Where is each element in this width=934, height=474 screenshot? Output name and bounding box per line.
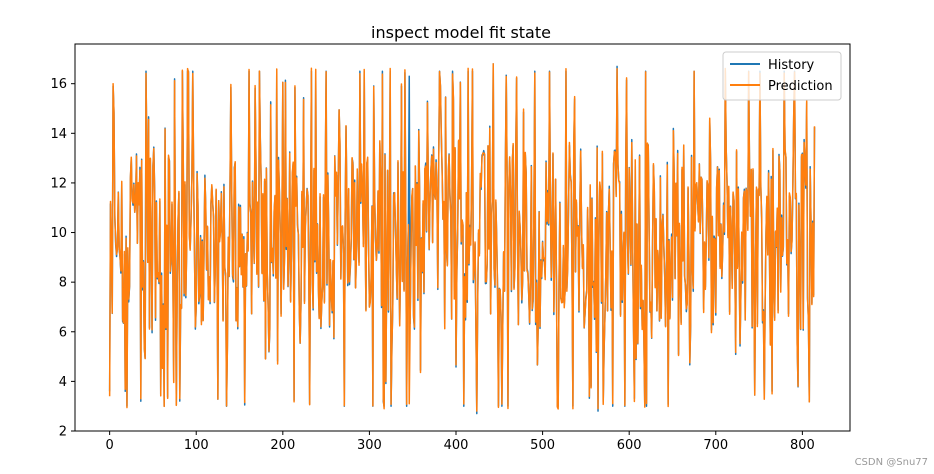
y-tick-label: 6	[59, 325, 67, 340]
legend-label-history: History	[768, 58, 815, 73]
y-tick-label: 4	[59, 375, 67, 390]
y-axis: 2 4 6 8 10 12 14 16	[50, 77, 75, 440]
legend: History Prediction	[722, 51, 842, 101]
x-tick-label: 500	[530, 438, 555, 453]
y-tick-label: 2	[59, 425, 67, 440]
x-axis: 0 100 200 300 400 500 600 700 800	[105, 431, 815, 453]
x-tick-label: 700	[703, 438, 728, 453]
watermark-text: CSDN @Snu77	[854, 457, 928, 468]
x-tick-label: 800	[790, 438, 815, 453]
y-tick-label: 16	[50, 77, 67, 92]
y-tick-label: 12	[50, 176, 67, 191]
y-tick-label: 14	[50, 127, 67, 142]
y-tick-label: 10	[50, 226, 67, 241]
legend-label-prediction: Prediction	[768, 79, 833, 94]
x-tick-label: 600	[617, 438, 642, 453]
chart-title: inspect model fit state	[371, 23, 551, 42]
x-tick-label: 300	[357, 438, 382, 453]
series-prediction-line	[108, 63, 816, 412]
y-tick-label: 8	[59, 276, 67, 291]
series-layer	[108, 63, 816, 415]
x-tick-label: 0	[105, 438, 113, 453]
x-tick-label: 200	[270, 438, 295, 453]
x-tick-label: 400	[444, 438, 469, 453]
plot-frame	[74, 43, 851, 432]
x-tick-label: 100	[184, 438, 209, 453]
